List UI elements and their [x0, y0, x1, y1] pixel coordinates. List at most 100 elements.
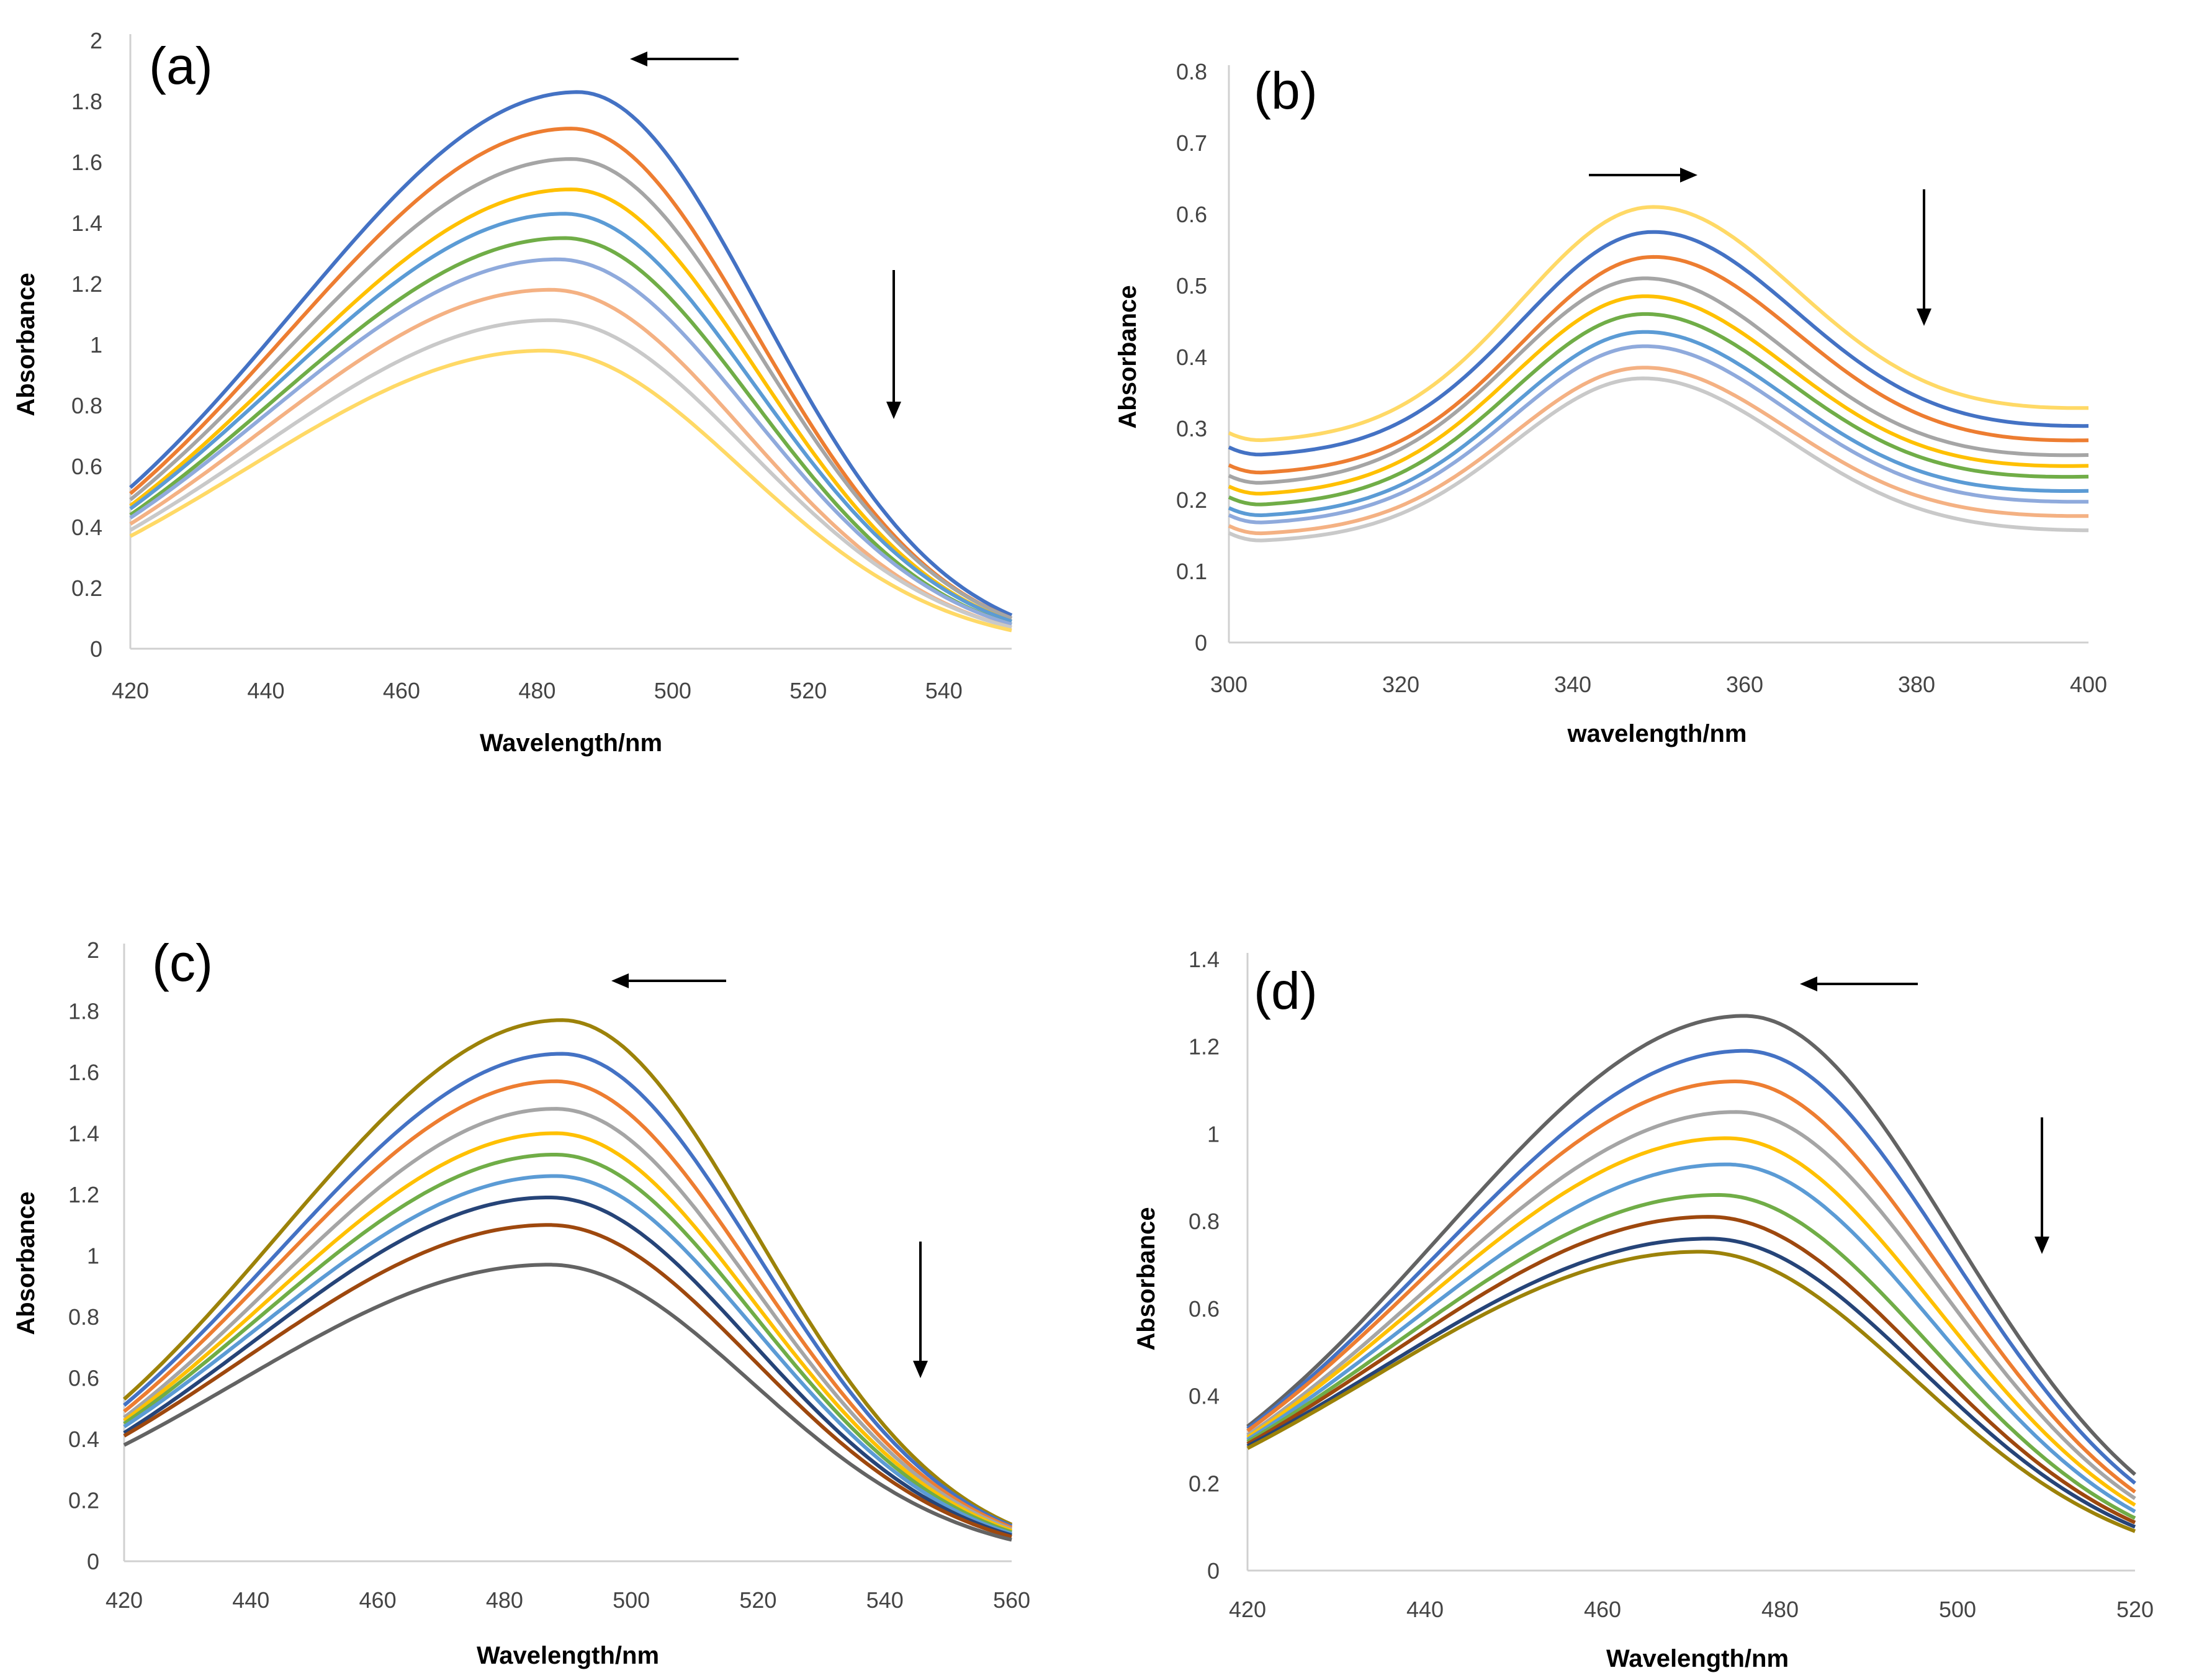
- series-line: [1228, 344, 2088, 525]
- series-line: [1228, 330, 2089, 517]
- x-tick-label: 560: [993, 1587, 1030, 1613]
- direction-arrow-down: [886, 270, 901, 419]
- x-tick-label: 440: [232, 1587, 269, 1613]
- x-tick-label: 440: [1406, 1597, 1444, 1622]
- y-tick-label: 1.4: [68, 1121, 99, 1147]
- arrow-head: [913, 1361, 928, 1378]
- x-tick-label: 500: [654, 678, 691, 703]
- x-tick-label: 540: [925, 678, 963, 703]
- x-tick-label: 480: [1761, 1597, 1799, 1622]
- series-line: [123, 1196, 1012, 1537]
- series-line: [123, 1079, 1013, 1530]
- y-tick-label: 0.4: [1189, 1384, 1220, 1409]
- series-line: [1246, 1237, 2136, 1529]
- series-line: [123, 1174, 1012, 1536]
- y-tick-label: 1.8: [68, 999, 99, 1024]
- series-line: [1228, 276, 2089, 485]
- y-tick-label: 0.6: [1189, 1296, 1220, 1322]
- series-line: [129, 212, 1012, 623]
- y-tick-label: 0: [90, 636, 102, 662]
- y-tick-label: 1.6: [71, 150, 102, 175]
- y-tick-label: 2: [90, 28, 102, 53]
- x-tick-label: 380: [1898, 672, 1935, 697]
- x-axis-label: wavelength/nm: [1567, 720, 1747, 747]
- y-axis-label: Absorbance: [12, 1191, 40, 1335]
- y-tick-label: 0: [87, 1549, 99, 1574]
- y-tick-label: 0.8: [71, 393, 102, 418]
- x-tick-label: 520: [739, 1587, 776, 1613]
- series-line: [129, 236, 1012, 626]
- y-tick-label: 0.8: [1189, 1209, 1220, 1234]
- arrow-head: [1917, 309, 1931, 326]
- y-tick-label: 0.4: [1176, 345, 1207, 370]
- series-line: [128, 90, 1013, 617]
- series-line: [129, 187, 1013, 623]
- series-line: [129, 157, 1013, 620]
- panel-label: (c): [152, 934, 213, 992]
- panel-label: (b): [1254, 61, 1318, 120]
- x-tick-label: 480: [486, 1587, 523, 1613]
- direction-arrow-right: [1589, 168, 1697, 183]
- series-group: [122, 1018, 1013, 1542]
- x-tick-label: 340: [1554, 672, 1591, 697]
- y-tick-label: 0.8: [1176, 59, 1207, 84]
- series-line: [1228, 205, 2089, 443]
- series-line: [123, 1107, 1013, 1531]
- x-tick-label: 420: [106, 1587, 143, 1613]
- y-tick-label: 1.2: [1189, 1034, 1220, 1060]
- arrow-head: [611, 973, 629, 988]
- x-axis-label: Wavelength/nm: [480, 729, 662, 757]
- direction-arrow-left: [630, 52, 739, 66]
- direction-arrow-down: [1917, 189, 1931, 326]
- series-line: [129, 127, 1013, 620]
- series-line: [129, 287, 1012, 629]
- x-tick-label: 540: [866, 1587, 904, 1613]
- x-axis-label: Wavelength/nm: [1606, 1645, 1789, 1672]
- arrow-head: [1680, 168, 1697, 183]
- series-line: [1228, 255, 2089, 475]
- x-tick-label: 420: [112, 678, 149, 703]
- y-tick-label: 1.2: [71, 271, 102, 297]
- y-tick-label: 0.2: [1176, 487, 1207, 513]
- x-tick-label: 420: [1229, 1597, 1266, 1622]
- y-axis-label: Absorbance: [1133, 1207, 1160, 1350]
- y-tick-label: 0.6: [71, 454, 102, 479]
- series-group: [1228, 205, 2089, 543]
- direction-arrow-left: [611, 973, 726, 988]
- series-line: [1246, 1215, 2136, 1525]
- x-tick-label: 460: [383, 678, 420, 703]
- series-line: [129, 257, 1012, 626]
- chart-panel-a: 0 0.2 0.4 0.6 0.8 1 1.2 1.4 1.6 1.8 2 420 440 460 480 5…: [12, 28, 1013, 757]
- y-axis-label: Absorbance: [1114, 285, 1141, 428]
- x-tick-label: 400: [2070, 672, 2107, 697]
- x-tick-label: 520: [789, 678, 827, 703]
- x-tick-label: 440: [247, 678, 284, 703]
- series-line: [1246, 1080, 2136, 1494]
- y-tick-label: 0.4: [68, 1427, 99, 1452]
- y-tick-label: 0.3: [1176, 416, 1207, 441]
- series-line: [1246, 1014, 2136, 1476]
- y-tick-label: 1.8: [71, 89, 102, 114]
- x-tick-label: 460: [359, 1587, 397, 1613]
- y-tick-label: 0.2: [68, 1488, 99, 1513]
- x-tick-label: 480: [518, 678, 555, 703]
- arrow-head: [2034, 1237, 2049, 1254]
- series-line: [129, 318, 1012, 629]
- y-tick-label: 0.7: [1176, 130, 1207, 156]
- series-line: [1228, 294, 2089, 496]
- series-line: [1228, 312, 2089, 507]
- series-line: [123, 1223, 1012, 1539]
- arrow-head: [1800, 976, 1817, 991]
- series-line: [1246, 1048, 2136, 1485]
- y-tick-label: 0: [1195, 630, 1207, 656]
- y-tick-label: 0.6: [68, 1366, 99, 1391]
- x-tick-label: 300: [1210, 672, 1248, 697]
- x-tick-label: 320: [1382, 672, 1419, 697]
- y-tick-label: 1: [90, 332, 102, 358]
- y-tick-label: 0.2: [1189, 1471, 1220, 1496]
- series-line: [1246, 1136, 2136, 1507]
- y-tick-label: 1.6: [68, 1060, 99, 1085]
- series-line: [1246, 1162, 2136, 1513]
- y-tick-label: 1.2: [68, 1182, 99, 1207]
- y-tick-label: 1: [87, 1243, 99, 1269]
